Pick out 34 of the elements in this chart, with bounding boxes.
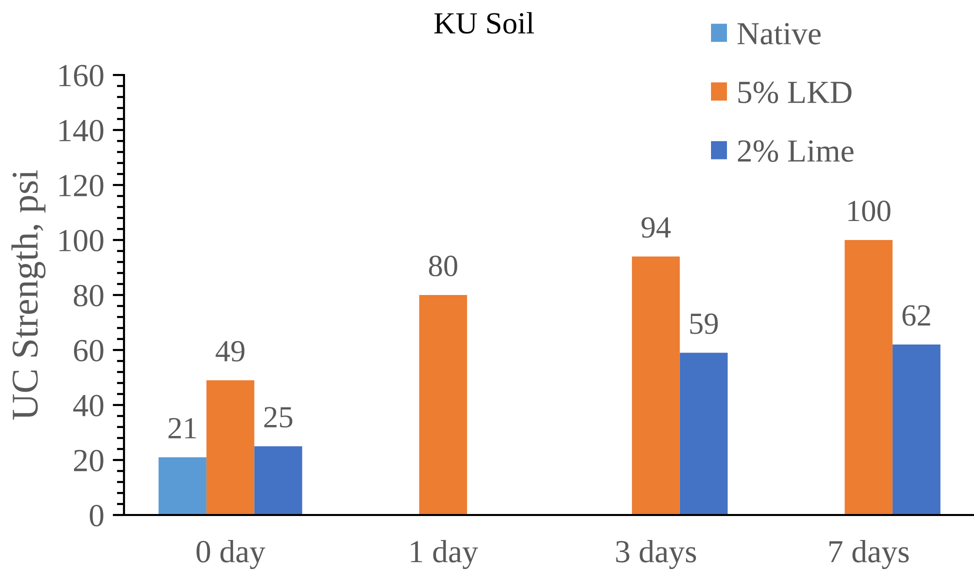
data-label: 80: [429, 256, 458, 276]
bar: [206, 380, 254, 515]
bar: [632, 256, 680, 515]
bar: [844, 240, 893, 515]
x-tick-label: 0 day: [196, 540, 266, 570]
x-tick-label: 1 day: [410, 540, 478, 570]
y-tick-label: 160: [59, 64, 104, 86]
bar: [419, 295, 468, 515]
data-label: 49: [216, 341, 244, 362]
legend-label: Native: [737, 23, 821, 44]
data-label: 62: [902, 305, 930, 326]
x-tick-label: 7 days: [829, 540, 909, 570]
bar: [158, 457, 206, 515]
y-tick-label: 40: [73, 394, 104, 416]
data-label: 94: [642, 217, 671, 238]
bar: [254, 446, 302, 515]
data-label: 21: [168, 418, 196, 438]
y-tick-label: 100: [59, 230, 104, 252]
legend-label: 5% LKD: [738, 82, 852, 104]
y-tick-label: 20: [74, 450, 104, 472]
y-tick-label: 140: [59, 120, 104, 142]
y-tick-label: 0: [90, 504, 104, 526]
x-tick-label: 3 days: [616, 540, 696, 570]
y-tick-label: 120: [59, 174, 104, 196]
legend-label: 2% Lime: [738, 140, 854, 162]
data-label: 25: [264, 407, 292, 428]
y-axis-title: UC Strength, psi: [11, 170, 46, 420]
y-tick-label: 60: [74, 340, 104, 362]
bar: [892, 344, 940, 515]
bar: [680, 352, 728, 515]
data-label: 100: [848, 200, 890, 222]
data-label: 59: [690, 314, 718, 334]
y-tick-label: 80: [74, 284, 104, 306]
chart-title: KU Soil: [434, 12, 534, 34]
